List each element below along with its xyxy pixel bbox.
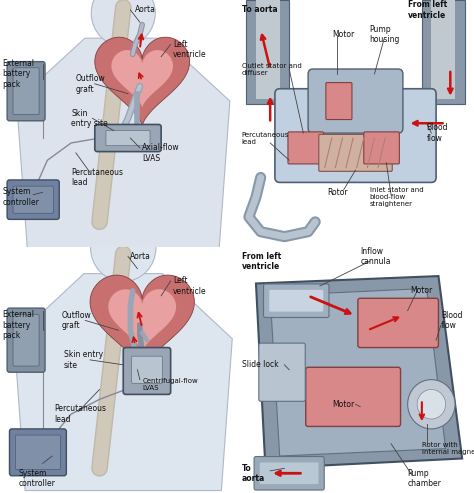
Text: Motor: Motor: [410, 286, 432, 295]
Text: To
aorta: To aorta: [242, 463, 265, 483]
Polygon shape: [95, 37, 190, 126]
Text: Motor: Motor: [332, 400, 354, 409]
FancyBboxPatch shape: [13, 186, 53, 213]
Text: Pump
chamber: Pump chamber: [408, 468, 441, 488]
Text: Blood
flow: Blood flow: [441, 311, 462, 330]
Text: External
battery
pack: External battery pack: [2, 59, 35, 89]
FancyBboxPatch shape: [306, 367, 401, 426]
Text: Rotor: Rotor: [327, 188, 348, 197]
Circle shape: [417, 389, 446, 419]
Text: Slide lock: Slide lock: [242, 360, 278, 369]
Text: From left
ventricle: From left ventricle: [242, 251, 281, 271]
Polygon shape: [90, 275, 194, 373]
FancyBboxPatch shape: [106, 131, 150, 146]
Text: Axial-flow
LVAS: Axial-flow LVAS: [142, 143, 180, 163]
FancyBboxPatch shape: [7, 308, 45, 372]
Text: Left
ventricle: Left ventricle: [173, 39, 207, 59]
Polygon shape: [246, 0, 327, 153]
FancyBboxPatch shape: [326, 82, 352, 120]
FancyBboxPatch shape: [254, 457, 324, 490]
FancyBboxPatch shape: [13, 315, 39, 366]
Text: Pump
housing: Pump housing: [370, 25, 400, 44]
Polygon shape: [256, 276, 462, 468]
FancyBboxPatch shape: [7, 180, 59, 219]
Text: System
controller: System controller: [2, 187, 39, 207]
Text: Outlet stator and
diffuser: Outlet stator and diffuser: [242, 63, 301, 75]
Text: Outflow
graft: Outflow graft: [62, 311, 91, 330]
Text: From left
ventricle: From left ventricle: [408, 0, 447, 20]
Polygon shape: [384, 0, 465, 153]
FancyBboxPatch shape: [259, 343, 305, 401]
Text: Percutaneous
lead: Percutaneous lead: [71, 168, 123, 187]
FancyBboxPatch shape: [364, 132, 399, 164]
FancyBboxPatch shape: [105, 63, 132, 75]
Circle shape: [91, 213, 156, 282]
FancyBboxPatch shape: [95, 125, 161, 152]
Polygon shape: [270, 288, 446, 456]
Text: Left
ventricle: Left ventricle: [173, 276, 207, 296]
FancyBboxPatch shape: [308, 69, 403, 133]
Text: Percutaneous
lead: Percutaneous lead: [242, 132, 289, 144]
Polygon shape: [14, 274, 232, 491]
FancyBboxPatch shape: [9, 429, 66, 476]
Text: Inlet stator and
blood-flow
straightener: Inlet stator and blood-flow straightener: [370, 187, 423, 207]
Text: Motor: Motor: [332, 30, 354, 39]
FancyBboxPatch shape: [13, 68, 39, 115]
FancyBboxPatch shape: [260, 462, 319, 484]
Polygon shape: [109, 289, 176, 353]
FancyBboxPatch shape: [269, 290, 323, 312]
Text: System
controller: System controller: [19, 468, 56, 488]
Text: Aorta: Aorta: [130, 252, 151, 261]
FancyBboxPatch shape: [288, 132, 323, 164]
FancyBboxPatch shape: [358, 298, 438, 348]
Text: Blood
flow: Blood flow: [427, 123, 448, 143]
Text: Outflow
graft: Outflow graft: [76, 74, 106, 94]
FancyBboxPatch shape: [319, 134, 392, 172]
Text: To aorta: To aorta: [242, 5, 277, 14]
Text: Skin entry
site: Skin entry site: [64, 350, 103, 370]
Text: Aorta: Aorta: [135, 5, 156, 14]
Text: Inflow
cannula: Inflow cannula: [360, 246, 391, 266]
FancyBboxPatch shape: [7, 62, 45, 121]
FancyBboxPatch shape: [132, 356, 162, 384]
Polygon shape: [111, 50, 173, 108]
Circle shape: [408, 380, 455, 429]
FancyBboxPatch shape: [275, 89, 436, 182]
Polygon shape: [17, 38, 230, 247]
FancyBboxPatch shape: [123, 348, 171, 394]
Text: External
battery
pack: External battery pack: [2, 311, 35, 340]
Text: Percutaneous
lead: Percutaneous lead: [55, 404, 107, 424]
Text: Centrifugal-flow
LVAS: Centrifugal-flow LVAS: [142, 378, 198, 391]
Text: Rotor with
internal magnet: Rotor with internal magnet: [422, 442, 474, 455]
Text: Skin
entry site: Skin entry site: [71, 108, 108, 128]
FancyBboxPatch shape: [264, 284, 329, 317]
FancyBboxPatch shape: [105, 310, 132, 322]
Circle shape: [91, 0, 155, 46]
FancyBboxPatch shape: [15, 435, 61, 469]
